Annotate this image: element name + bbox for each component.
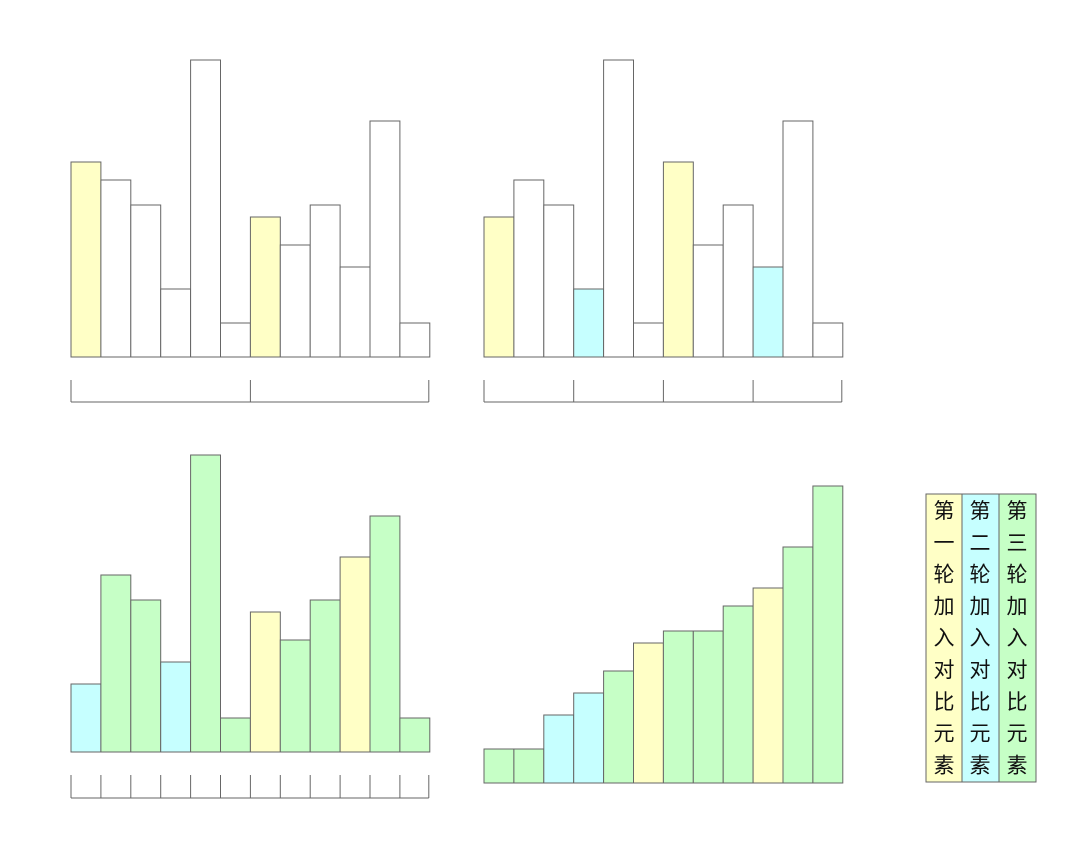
- stage-2-bars: [483, 59, 844, 403]
- stage-1-bars: [70, 59, 431, 403]
- legend-label-round3: 第三轮加入对比元素: [1007, 499, 1028, 777]
- bar: [573, 692, 605, 784]
- bar: [603, 670, 634, 784]
- bar: [722, 605, 754, 784]
- bar: [309, 599, 341, 753]
- group-bracket: [70, 775, 430, 799]
- bar: [70, 683, 102, 753]
- bar: [633, 322, 664, 358]
- bar: [573, 288, 605, 358]
- legend-label-round1: 第一轮加入对比元素: [934, 499, 955, 777]
- bar: [309, 204, 341, 358]
- bar: [513, 748, 545, 784]
- bar: [399, 717, 431, 753]
- bar: [662, 161, 694, 358]
- legend-item-round2: 第二轮加入对比元素: [961, 493, 1000, 783]
- bar: [190, 454, 222, 753]
- bar: [249, 216, 281, 358]
- bar: [692, 630, 724, 784]
- bar: [160, 661, 192, 753]
- bar: [543, 204, 575, 358]
- stage-3-bars: [70, 454, 431, 799]
- bar: [483, 748, 515, 784]
- bar: [339, 556, 371, 753]
- bar: [633, 642, 664, 784]
- bar: [369, 120, 401, 358]
- bar: [130, 204, 162, 358]
- bar: [782, 120, 814, 358]
- bar: [752, 587, 784, 784]
- bar: [483, 216, 515, 358]
- legend: 第一轮加入对比元素 第二轮加入对比元素 第三轮加入对比元素: [925, 493, 1037, 783]
- bar: [369, 515, 401, 753]
- legend-swatch-round1: [925, 493, 963, 783]
- bar: [812, 322, 844, 358]
- legend-swatch-round2: [961, 493, 1000, 783]
- bar: [279, 244, 311, 358]
- legend-swatch-round3: [998, 493, 1037, 783]
- stage-4-bars: [483, 485, 844, 784]
- legend-item-round1: 第一轮加入对比元素: [925, 493, 963, 783]
- bar: [220, 717, 251, 753]
- group-bracket: [483, 380, 843, 403]
- bar: [543, 714, 575, 784]
- bar: [70, 161, 102, 358]
- bar: [190, 59, 222, 358]
- bar: [513, 179, 545, 358]
- bar: [160, 288, 192, 358]
- bar: [752, 266, 784, 358]
- legend-item-round3: 第三轮加入对比元素: [998, 493, 1037, 783]
- bar: [249, 611, 281, 753]
- bar: [399, 322, 431, 358]
- group-bracket: [70, 380, 430, 403]
- bar: [603, 59, 634, 358]
- bar: [692, 244, 724, 358]
- bar: [100, 574, 132, 753]
- bar: [339, 266, 371, 358]
- legend-label-round2: 第二轮加入对比元素: [970, 499, 991, 777]
- bar: [662, 630, 694, 784]
- bar: [812, 485, 844, 784]
- bar: [130, 599, 162, 753]
- bar: [220, 322, 251, 358]
- bar: [279, 639, 311, 753]
- bar: [782, 546, 814, 784]
- bar: [722, 204, 754, 358]
- bar: [100, 179, 132, 358]
